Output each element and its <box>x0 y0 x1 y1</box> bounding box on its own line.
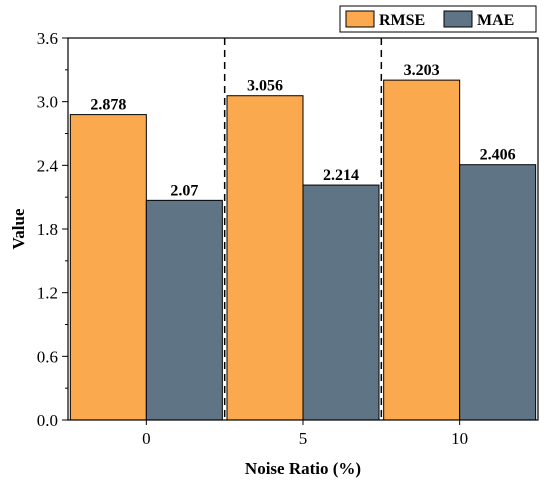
y-tick-label: 0.6 <box>37 347 58 366</box>
y-tick-label: 0.0 <box>37 411 58 430</box>
y-tick-label: 1.2 <box>37 284 58 303</box>
bar-mae-10 <box>459 164 537 421</box>
y-tick-label: 3.6 <box>37 29 58 48</box>
bar-mae-0 <box>145 199 223 421</box>
plot-area: 2.878 2.07 0 3.056 2.214 5 3.203 2.406 10 0.0 0.6 1… <box>37 29 539 448</box>
bar-rmse-5 <box>226 95 304 421</box>
data-label-mae-0: 2.07 <box>170 182 198 199</box>
legend-swatch-rmse <box>345 10 375 28</box>
x-tick-label: 5 <box>299 429 308 448</box>
bar-rmse-10 <box>383 79 461 421</box>
y-tick-label: 2.4 <box>37 156 59 175</box>
plot-frame <box>67 37 539 421</box>
y-tick-label: 3.0 <box>37 93 58 112</box>
y-axis-title: Value <box>9 208 28 249</box>
legend: RMSE MAE <box>339 5 537 33</box>
data-label-rmse-5: 3.056 <box>247 78 283 95</box>
data-label-mae-10: 2.406 <box>480 147 516 164</box>
x-axis-title: Noise Ratio (%) <box>245 459 361 478</box>
legend-label-mae: MAE <box>477 12 514 29</box>
bar-mae-5 <box>302 184 380 421</box>
legend-box <box>339 5 537 33</box>
data-label-rmse-0: 2.878 <box>90 97 126 114</box>
data-label-rmse-10: 3.203 <box>404 62 440 79</box>
bar-rmse-0 <box>69 114 147 421</box>
y-tick-label: 1.8 <box>37 220 58 239</box>
x-tick-label: 10 <box>451 429 468 448</box>
x-tick-label: 0 <box>142 429 151 448</box>
legend-swatch-mae <box>443 10 473 28</box>
legend-label-rmse: RMSE <box>379 12 425 29</box>
data-label-mae-5: 2.214 <box>323 167 359 184</box>
